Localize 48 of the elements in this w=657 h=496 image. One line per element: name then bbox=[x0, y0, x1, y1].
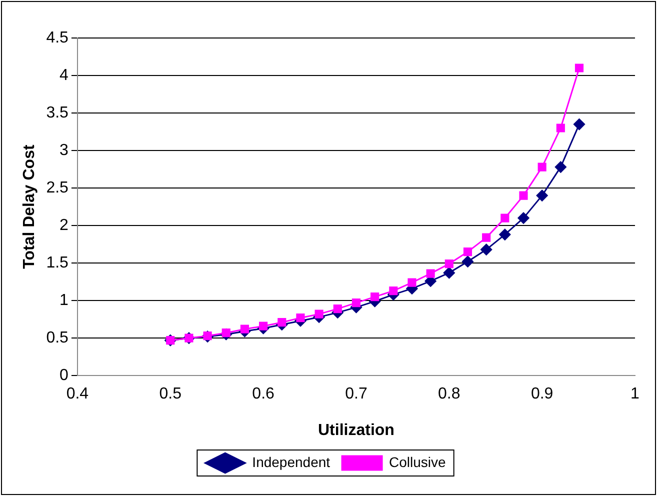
x-tick-label: 0.9 bbox=[530, 386, 554, 403]
y-axis-title: Total Delay Cost bbox=[21, 144, 38, 269]
legend-label: Independent bbox=[252, 454, 330, 470]
point bbox=[408, 278, 416, 287]
point bbox=[500, 214, 510, 222]
point bbox=[259, 322, 268, 330]
point bbox=[240, 324, 249, 334]
point bbox=[499, 228, 511, 240]
y-tick-label: 0.5 bbox=[46, 329, 69, 346]
point bbox=[333, 304, 342, 314]
legend-label: Collusive bbox=[389, 454, 446, 470]
y-tick-label: 0 bbox=[60, 367, 69, 384]
point bbox=[482, 233, 491, 242]
x-tick-label: 0.6 bbox=[252, 386, 275, 403]
y-tick-label: 1.5 bbox=[46, 254, 69, 272]
point bbox=[462, 256, 474, 268]
x-axis-title: Utilization bbox=[318, 422, 394, 439]
y-tick-label: 3 bbox=[60, 142, 69, 159]
point bbox=[574, 64, 584, 72]
point bbox=[536, 190, 548, 202]
x-tick-label: 1 bbox=[630, 386, 640, 403]
y-tick-label: 2.5 bbox=[46, 179, 69, 196]
point bbox=[443, 267, 455, 279]
point bbox=[352, 298, 361, 308]
point bbox=[554, 161, 566, 173]
point bbox=[480, 244, 492, 256]
y-tick-label: 2 bbox=[60, 216, 69, 234]
x-tick-label: 0.4 bbox=[66, 386, 89, 403]
x-tick-label: 0.8 bbox=[438, 386, 460, 403]
y-tick-label: 1 bbox=[60, 292, 69, 309]
point bbox=[444, 260, 454, 268]
x-tick-label: 0.5 bbox=[159, 386, 182, 403]
point bbox=[518, 212, 530, 224]
point bbox=[278, 318, 286, 327]
x-tick-label: 0.7 bbox=[345, 386, 368, 403]
point bbox=[370, 292, 380, 302]
point bbox=[538, 162, 546, 172]
point bbox=[296, 314, 305, 322]
y-tick-label: 4 bbox=[60, 66, 69, 84]
point bbox=[314, 310, 324, 318]
point bbox=[463, 248, 472, 256]
y-tick-label: 4.5 bbox=[46, 29, 69, 46]
y-tick-label: 3.5 bbox=[46, 104, 69, 122]
point bbox=[426, 269, 435, 278]
point bbox=[573, 118, 585, 130]
point bbox=[389, 286, 398, 296]
point bbox=[519, 191, 528, 200]
point bbox=[556, 124, 565, 132]
